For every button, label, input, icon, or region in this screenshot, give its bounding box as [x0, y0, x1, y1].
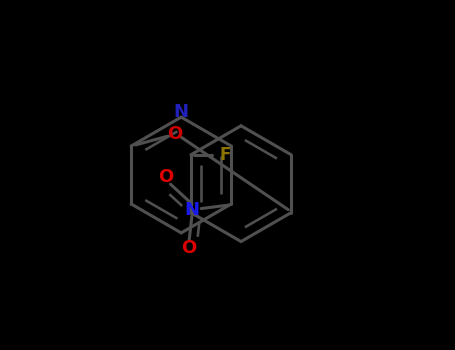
- Text: O: O: [158, 168, 173, 186]
- Text: O: O: [167, 126, 182, 144]
- Text: F: F: [220, 146, 231, 164]
- Text: O: O: [182, 239, 197, 257]
- Text: N: N: [184, 201, 199, 219]
- Text: N: N: [174, 104, 189, 121]
